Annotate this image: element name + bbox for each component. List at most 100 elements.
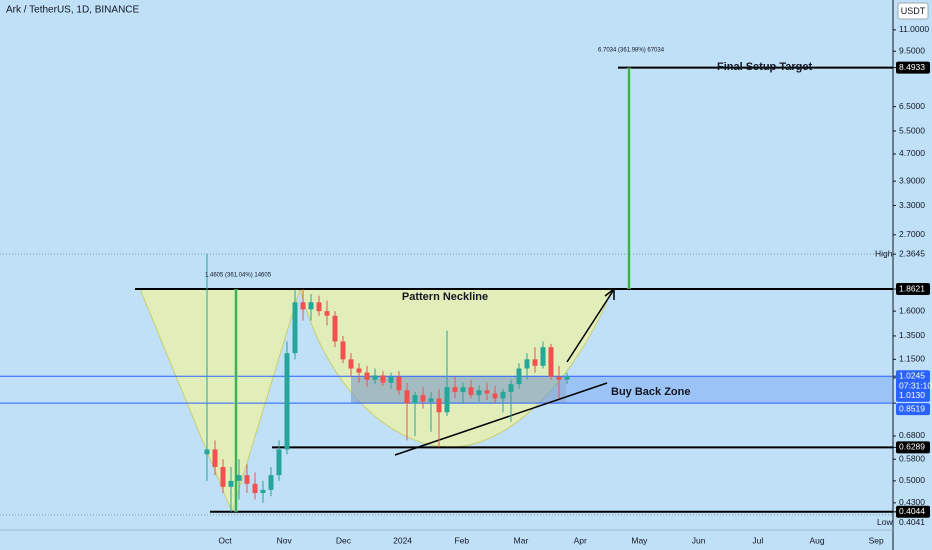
candle-body [388, 376, 394, 383]
candle-body [428, 398, 434, 402]
candle-body [276, 449, 282, 476]
candle-body [228, 480, 234, 487]
y-tick-label: 9.5000 [899, 46, 925, 56]
candle-body [220, 466, 226, 487]
candle-body [468, 387, 474, 396]
annotation: Pattern Neckline [402, 291, 488, 303]
candle-body [540, 347, 546, 366]
arrow-line [566, 290, 614, 363]
y-tick-label: 0.8519 [899, 403, 925, 413]
cup-bowl-shape [299, 288, 613, 448]
candle-body [532, 359, 538, 366]
candle-body [268, 475, 274, 490]
y-tick-label: 1.1500 [899, 354, 925, 364]
candle-body [340, 341, 346, 360]
x-tick-label: Jun [692, 535, 706, 545]
candle-body [204, 449, 210, 455]
chart-title: Ark / TetherUS, 1D, BINANCE [6, 5, 140, 16]
arrow-head [604, 288, 615, 300]
candle-body [556, 376, 562, 380]
price-axis-bg [893, 0, 932, 550]
candle-body [524, 359, 530, 369]
y-tick-label: 0.5000 [899, 475, 925, 485]
candle-body [476, 390, 482, 396]
candle-body [308, 302, 314, 310]
tick-box [896, 370, 930, 383]
y-tick-label: 8.4933 [899, 62, 925, 72]
y-tick-label: 1.8621 [899, 283, 925, 293]
y-tick-label: 0.6800 [899, 430, 925, 440]
candle-body [212, 449, 218, 467]
candle-body [420, 395, 426, 402]
candle-body [244, 475, 250, 484]
currency-label: USDT [901, 6, 926, 16]
candle-body [324, 311, 330, 316]
tick-box [896, 403, 930, 416]
y-tick-label: 1.6000 [899, 305, 925, 315]
annotation: Final Setup Target [717, 61, 812, 73]
x-tick-label: Aug [809, 535, 824, 545]
candle-body [300, 302, 306, 310]
tick-box [896, 389, 930, 402]
candle-body [492, 393, 498, 399]
trendline [394, 382, 608, 456]
y-tick-label: 0.6289 [899, 442, 925, 452]
x-tick-label: Oct [218, 535, 232, 545]
candle-body [516, 368, 522, 385]
candle-body [412, 395, 418, 404]
y-tick-label: 5.5000 [899, 125, 925, 135]
y-tick-label: 3.3000 [899, 200, 925, 210]
annotation: Buy Back Zone [611, 386, 690, 398]
candle-body [380, 375, 386, 383]
x-tick-label: Apr [574, 535, 587, 545]
countdown-box [896, 380, 930, 392]
y-tick-label: 2.3645 [899, 248, 925, 258]
candle-body [348, 359, 354, 369]
x-tick-label: Sep [869, 535, 884, 545]
y-tick-label: 0.4300 [899, 497, 925, 507]
y-tick-label: 0.4041 [899, 517, 925, 527]
y-tick-label: 4.7000 [899, 148, 925, 158]
x-tick-label: Jul [752, 535, 763, 545]
x-tick-label: Nov [277, 535, 293, 545]
y-tick-label: 1.0130 [899, 390, 925, 400]
y-tick-label: 6.5000 [899, 101, 925, 111]
x-tick-label: May [631, 535, 648, 545]
y-tick-label: 2.7000 [899, 229, 925, 239]
candle-body [372, 375, 378, 380]
candle-body [356, 368, 362, 373]
currency-box[interactable] [897, 2, 929, 20]
y-tick-label: 0.5800 [899, 453, 925, 463]
candle-body [396, 376, 402, 391]
y-tick-label: 1.3500 [899, 330, 925, 340]
x-tick-label: Feb [454, 535, 469, 545]
candle-body [564, 376, 570, 380]
countdown: 07:31:10 [899, 380, 932, 390]
y-tick-label: 3.9000 [899, 175, 925, 185]
candle-body [548, 347, 554, 377]
x-tick-label: Dec [336, 535, 352, 545]
x-tick-label: Mar [514, 535, 529, 545]
y-tick-label: 0.4044 [899, 506, 925, 516]
candle-body [236, 475, 242, 481]
candle-body [316, 302, 322, 312]
tick-box [896, 441, 930, 454]
annotation: 1.4605 (361.04%) 14605 [205, 273, 272, 279]
candle-body [484, 390, 490, 394]
cup-left-shape [139, 288, 301, 514]
low-label: Low [877, 517, 893, 527]
tick-box [896, 283, 930, 296]
annotation: 6.7034 (361.98%) 67034 [598, 48, 665, 54]
candle-body [500, 391, 506, 399]
candle-body [452, 387, 458, 392]
candle-body [260, 489, 266, 494]
candle-body [284, 353, 290, 450]
zone-history [351, 376, 566, 404]
candle-body [404, 390, 410, 404]
tick-box [896, 505, 930, 518]
candle-body [252, 483, 258, 494]
y-tick-label: 1.0245 [899, 370, 925, 380]
candle-body [292, 302, 298, 354]
tick-box [896, 61, 930, 74]
